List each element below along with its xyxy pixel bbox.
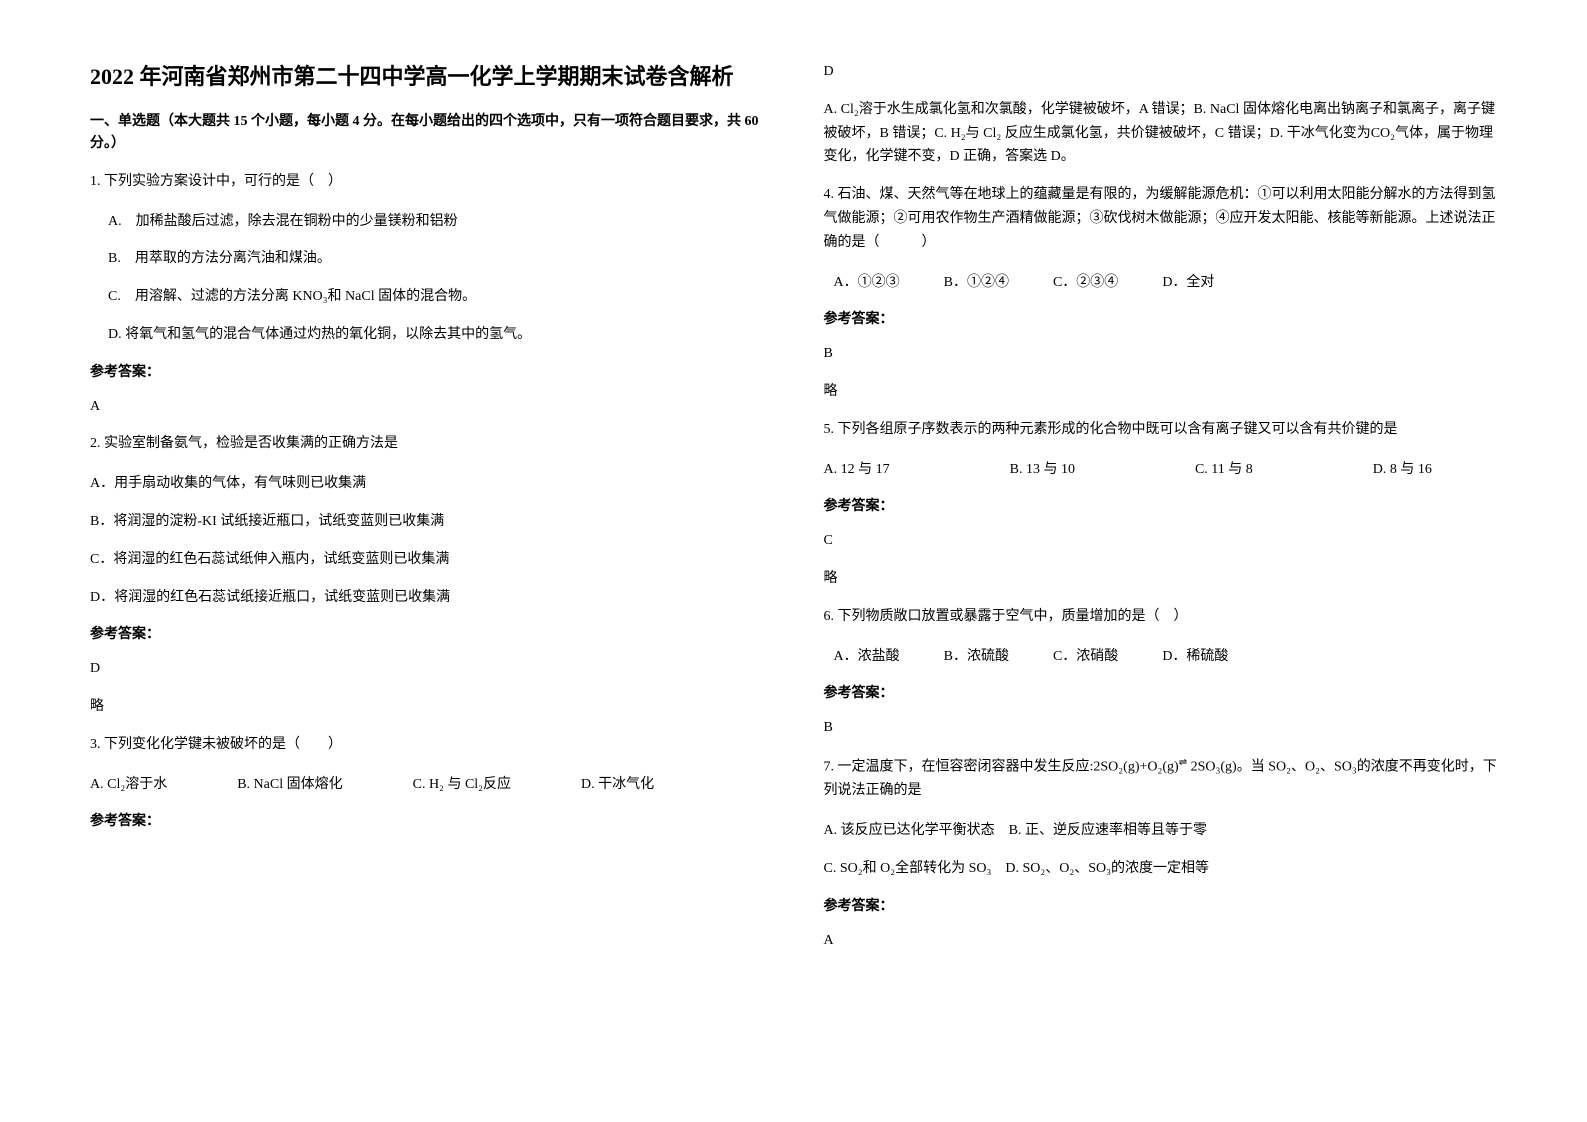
q4-option-d: D．全对: [1162, 271, 1214, 295]
q2-option-a: A．用手扇动收集的气体，有气味则已收集满: [90, 472, 764, 496]
q2-answer: D: [90, 657, 764, 681]
q2-note: 略: [90, 695, 764, 719]
q7-options-cd: C. SO₂和 O₂全部转化为 SO₃ D. SO₂、O₂、SO₃的浓度一定相等: [824, 857, 1498, 881]
q2-stem: 2. 实验室制备氨气，检验是否收集满的正确方法是: [90, 432, 764, 456]
q5-options: A. 12 与 17 B. 13 与 10 C. 11 与 8 D. 8 与 1…: [824, 458, 1498, 482]
q2-option-c: C．将润湿的红色石蕊试纸伸入瓶内，试纸变蓝则已收集满: [90, 548, 764, 572]
q6-option-a: A．浓盐酸: [834, 645, 900, 669]
q1-answer: A: [90, 395, 764, 419]
q7-option-d: D. SO₂、O₂、SO₃的浓度一定相等: [1005, 861, 1209, 876]
equilibrium-icon: ⇌: [1179, 757, 1187, 768]
q2-option-b: B．将润湿的淀粉-KI 试纸接近瓶口，试纸变蓝则已收集满: [90, 510, 764, 534]
q7-stem: 7. 一定温度下，在恒容密闭容器中发生反应:2SO₂(g)+O₂(g)⇌ 2SO…: [824, 754, 1498, 803]
q7-option-c: C. SO₂和 O₂全部转化为 SO₃: [824, 861, 992, 876]
q4-option-b: B．①②④: [944, 271, 1009, 295]
q5-option-b: B. 13 与 10: [1010, 458, 1075, 482]
q3-option-a: A. Cl₂溶于水: [90, 773, 167, 797]
q6-option-b: B．浓硫酸: [944, 645, 1009, 669]
q3-answer-label: 参考答案：: [90, 810, 764, 834]
q2-option-d: D．将润湿的红色石蕊试纸接近瓶口，试纸变蓝则已收集满: [90, 586, 764, 610]
q7-option-a: A. 该反应已达化学平衡状态: [824, 823, 995, 838]
q1-answer-label: 参考答案：: [90, 361, 764, 385]
q5-option-a: A. 12 与 17: [824, 458, 890, 482]
q3-stem: 3. 下列变化化学键未被破坏的是（ ）: [90, 733, 764, 757]
q3-option-d: D. 干冰气化: [581, 773, 654, 797]
q5-stem: 5. 下列各组原子序数表示的两种元素形成的化合物中既可以含有离子键又可以含有共价…: [824, 418, 1498, 442]
exam-page: 2022 年河南省郑州市第二十四中学高一化学上学期期末试卷含解析 一、单选题（本…: [90, 60, 1497, 1062]
q5-note: 略: [824, 567, 1498, 591]
section-header: 一、单选题（本大题共 15 个小题，每小题 4 分。在每小题给出的四个选项中，只…: [90, 111, 764, 156]
q4-note: 略: [824, 380, 1498, 404]
q6-option-d: D．稀硫酸: [1162, 645, 1228, 669]
q4-options: A．①②③ B．①②④ C．②③④ D．全对: [824, 271, 1498, 295]
q6-answer: B: [824, 716, 1498, 740]
q3-option-b: B. NaCl 固体熔化: [237, 773, 342, 797]
q5-option-c: C. 11 与 8: [1195, 458, 1253, 482]
q5-option-d: D. 8 与 16: [1373, 458, 1432, 482]
q3-answer: D: [824, 60, 1498, 84]
q1-option-a: A. 加稀盐酸后过滤，除去混在铜粉中的少量镁粉和铝粉: [90, 210, 764, 234]
q7-option-b: B. 正、逆反应速率相等且等于零: [1009, 823, 1207, 838]
right-column: D A. Cl₂溶于水生成氯化氢和次氯酸，化学键被破坏，A 错误；B. NaCl…: [824, 60, 1498, 1062]
q1-option-c: C. 用溶解、过滤的方法分离 KNO₃和 NaCl 固体的混合物。: [90, 285, 764, 309]
q3-option-c: C. H₂ 与 Cl₂反应: [413, 773, 511, 797]
q3-options: A. Cl₂溶于水 B. NaCl 固体熔化 C. H₂ 与 Cl₂反应 D. …: [90, 773, 764, 797]
q1-option-b: B. 用萃取的方法分离汽油和煤油。: [90, 247, 764, 271]
q6-option-c: C．浓硝酸: [1053, 645, 1118, 669]
q6-stem: 6. 下列物质敞口放置或暴露于空气中，质量增加的是（ ）: [824, 605, 1498, 629]
left-column: 2022 年河南省郑州市第二十四中学高一化学上学期期末试卷含解析 一、单选题（本…: [90, 60, 764, 1062]
q7-answer-label: 参考答案：: [824, 895, 1498, 919]
q7-answer: A: [824, 929, 1498, 953]
q2-answer-label: 参考答案：: [90, 623, 764, 647]
q6-options: A．浓盐酸 B．浓硫酸 C．浓硝酸 D．稀硫酸: [824, 645, 1498, 669]
q3-explanation: A. Cl₂溶于水生成氯化氢和次氯酸，化学键被破坏，A 错误；B. NaCl 固…: [824, 98, 1498, 169]
q1-stem: 1. 下列实验方案设计中，可行的是（ ）: [90, 170, 764, 194]
q5-answer-label: 参考答案：: [824, 495, 1498, 519]
q4-answer: B: [824, 342, 1498, 366]
exam-title: 2022 年河南省郑州市第二十四中学高一化学上学期期末试卷含解析: [90, 60, 764, 93]
q6-answer-label: 参考答案：: [824, 682, 1498, 706]
q7-options-ab: A. 该反应已达化学平衡状态 B. 正、逆反应速率相等且等于零: [824, 819, 1498, 843]
q5-answer: C: [824, 529, 1498, 553]
q1-option-d: D. 将氧气和氢气的混合气体通过灼热的氧化铜，以除去其中的氢气。: [90, 323, 764, 347]
q4-option-c: C．②③④: [1053, 271, 1118, 295]
q4-stem: 4. 石油、煤、天然气等在地球上的蕴藏量是有限的，为缓解能源危机：①可以利用太阳…: [824, 183, 1498, 254]
q7-stem-part1: 7. 一定温度下，在恒容密闭容器中发生反应:2SO₂(g)+O₂(g): [824, 760, 1179, 775]
q4-option-a: A．①②③: [834, 271, 900, 295]
q4-answer-label: 参考答案：: [824, 308, 1498, 332]
